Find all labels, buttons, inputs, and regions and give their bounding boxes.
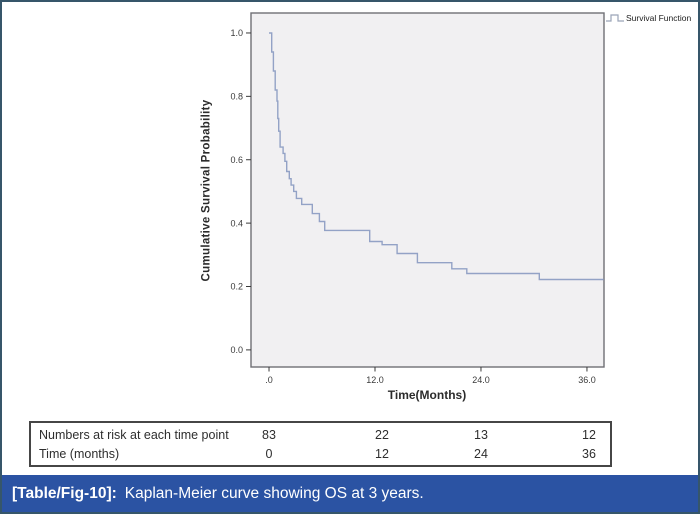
x-tick-label: 36.0 — [578, 375, 596, 385]
legend-label: Survival Function — [626, 13, 692, 23]
risk-row-label: Time (months) — [39, 447, 120, 461]
y-tick-label: 0.8 — [230, 92, 243, 102]
y-axis-title: Cumulative Survival Probability — [200, 99, 213, 282]
plot-frame — [250, 12, 605, 368]
risk-cell: 0 — [265, 447, 273, 461]
risk-table-row: Time (months) 0 12 24 36 — [31, 445, 610, 464]
caption-text: Kaplan-Meier curve showing OS at 3 years… — [124, 484, 424, 502]
caption-bar: [Table/Fig-10]: Kaplan-Meier curve showi… — [2, 475, 698, 512]
risk-table-row: Numbers at risk at each time point 83 22 13… — [31, 426, 610, 445]
x-tick-label: 12.0 — [366, 375, 384, 385]
plot-area: 1.0 0.8 0.6 0.4 0.2 0.0 .0 12.0 24.0 36.0 — [230, 12, 605, 385]
risk-cell: 12 — [582, 428, 596, 442]
step-line-icon — [606, 14, 624, 22]
caption-label: [Table/Fig-10]: — [12, 484, 117, 502]
x-tick-label: .0 — [265, 375, 273, 385]
risk-cell: 12 — [375, 447, 389, 461]
km-chart: Cumulative Survival Probability 1.0 0.8 0.… — [2, 2, 698, 417]
survival-curve — [269, 32, 604, 281]
risk-cell: 83 — [262, 428, 276, 442]
legend: Survival Function — [605, 12, 691, 24]
y-tick-label: 0.2 — [230, 282, 243, 292]
risk-cell: 13 — [474, 428, 488, 442]
y-tick-label: 1.0 — [230, 28, 243, 38]
risk-row-label: Numbers at risk at each time point — [39, 428, 229, 442]
y-tick-label: 0.4 — [230, 218, 243, 228]
y-tick-label: 0.0 — [230, 345, 243, 355]
risk-cell: 24 — [474, 447, 488, 461]
x-tick-label: 24.0 — [472, 375, 490, 385]
risk-cell: 36 — [582, 447, 596, 461]
y-tick-label: 0.6 — [230, 155, 243, 165]
risk-cell: 22 — [375, 428, 389, 442]
x-axis-title: Time(Months) — [387, 388, 467, 402]
risk-table: Numbers at risk at each time point 83 22 13… — [29, 421, 612, 467]
